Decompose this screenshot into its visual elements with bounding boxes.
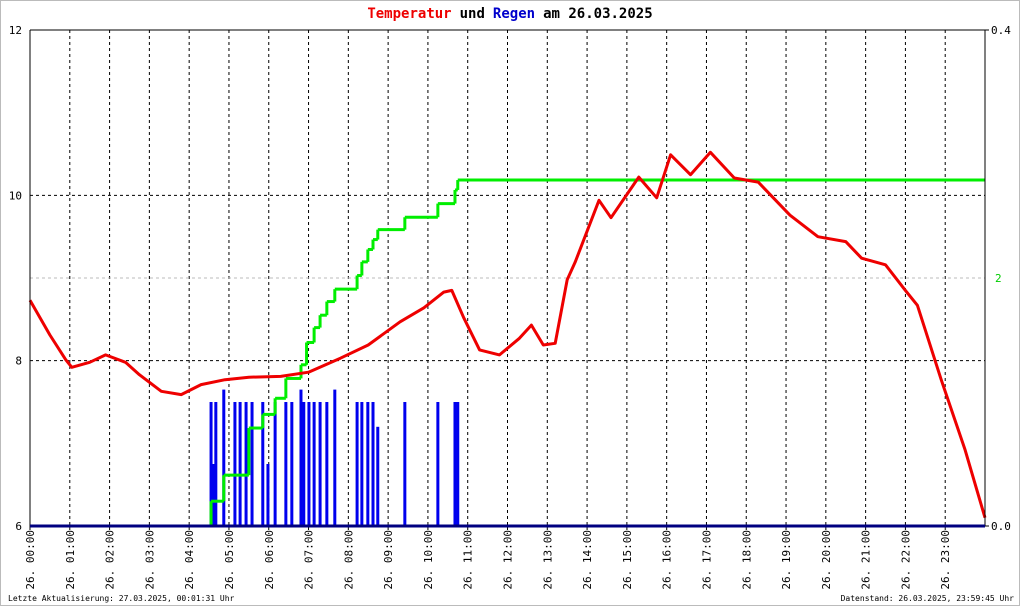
rain-bar — [250, 402, 254, 526]
rain-bar — [238, 402, 242, 526]
title-part: Temperatur — [367, 6, 451, 22]
rain-bar — [376, 426, 380, 526]
rain-bar — [273, 402, 277, 526]
x-tick-label: 26. 20:00 — [820, 530, 833, 590]
x-tick-label: 26. 23:00 — [939, 530, 952, 590]
rain-bar — [307, 402, 311, 526]
rain-bar — [302, 402, 306, 526]
x-tick-label: 26. 13:00 — [541, 530, 554, 590]
x-tick-label: 26. 01:00 — [64, 530, 77, 590]
rain-bar — [299, 389, 303, 526]
x-tick-label: 26. 08:00 — [342, 530, 355, 590]
rain-bar — [284, 402, 288, 526]
rain-bar — [325, 402, 329, 526]
footer-right: Datenstand: 26.03.2025, 23:59:45 Uhr — [841, 594, 1015, 603]
footer-left: Letzte Aktualisierung: 27.03.2025, 00:01… — [8, 594, 235, 603]
rain-bar — [318, 402, 322, 526]
rain-bar — [244, 402, 248, 526]
x-tick-label: 26. 19:00 — [780, 530, 793, 590]
rain-bar — [360, 402, 364, 526]
rain-bar — [355, 402, 359, 526]
rain-bar — [214, 402, 218, 526]
rain-bar — [436, 402, 440, 526]
x-tick-label: 26. 07:00 — [303, 530, 316, 590]
y2-tick-label: 0.0 — [991, 520, 1011, 533]
y3-tick-label: 2 — [995, 272, 1002, 285]
x-tick-label: 26. 05:00 — [223, 530, 236, 590]
chart-title: Temperatur und Regen am 26.03.2025 — [367, 6, 652, 22]
rain-bar — [233, 402, 237, 526]
x-tick-label: 26. 17:00 — [700, 530, 713, 590]
x-tick-label: 26. 15:00 — [621, 530, 634, 590]
y-tick-label: 10 — [9, 189, 22, 202]
rain-bar — [222, 389, 226, 526]
title-part: und — [460, 6, 485, 22]
x-tick-label: 26. 12:00 — [502, 530, 515, 590]
rain-bar — [312, 402, 316, 526]
x-tick-label: 26. 11:00 — [462, 530, 475, 590]
rain-bar — [456, 402, 460, 526]
x-tick-label: 26. 21:00 — [860, 530, 873, 590]
x-tick-label: 26. 02:00 — [104, 530, 117, 590]
x-tick-label: 26. 16:00 — [661, 530, 674, 590]
x-tick-label: 26. 00:00 — [24, 530, 37, 590]
x-tick-label: 26. 09:00 — [382, 530, 395, 590]
rain-bar — [290, 402, 294, 526]
y-tick-label: 12 — [9, 24, 22, 37]
x-tick-label: 26. 06:00 — [263, 530, 276, 590]
y2-tick-label: 0.4 — [991, 24, 1011, 37]
x-tick-label: 26. 22:00 — [899, 530, 912, 590]
y-tick-label: 8 — [15, 355, 22, 368]
rain-bar — [333, 389, 337, 526]
title-part: am 26.03.2025 — [543, 6, 653, 22]
rain-bar — [261, 402, 265, 526]
x-tick-label: 26. 14:00 — [581, 530, 594, 590]
rain-bar — [453, 402, 457, 526]
rain-bar — [209, 402, 213, 526]
rain-bar — [371, 402, 375, 526]
temperature-line — [28, 150, 987, 519]
x-tick-label: 26. 03:00 — [143, 530, 156, 590]
x-tick-label: 26. 18:00 — [740, 530, 753, 590]
rain-bar — [403, 402, 407, 526]
title-part: Regen — [493, 6, 535, 22]
rain-bar — [212, 464, 216, 526]
rain-bar — [366, 402, 370, 526]
x-tick-label: 26. 10:00 — [422, 530, 435, 590]
x-tick-label: 26. 04:00 — [183, 530, 196, 590]
rain-bar — [266, 464, 270, 526]
y-tick-label: 6 — [15, 520, 22, 533]
